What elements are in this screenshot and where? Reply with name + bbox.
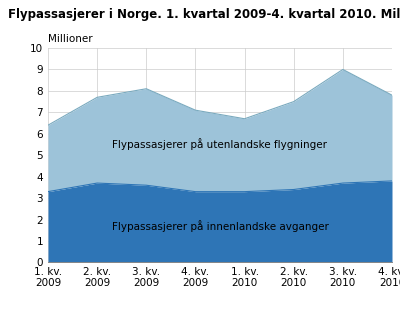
Text: Flypassasjerer i Norge. 1. kvartal 2009-4. kvartal 2010. Millioner: Flypassasjerer i Norge. 1. kvartal 2009-… (8, 8, 400, 21)
Text: Millioner: Millioner (48, 34, 93, 44)
Text: Flypassasjerer på innenlandske avganger: Flypassasjerer på innenlandske avganger (112, 220, 328, 232)
Text: Flypassasjerer på utenlandske flygninger: Flypassasjerer på utenlandske flygninger (112, 139, 328, 150)
